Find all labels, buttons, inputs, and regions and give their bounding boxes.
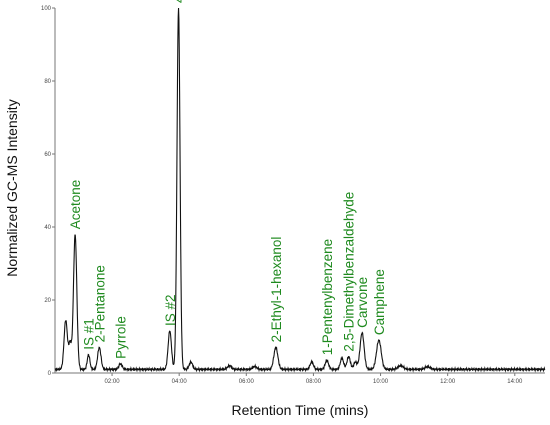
peak-label: 2-Pentanone (92, 265, 107, 342)
peak-label: 2-Ethyl-1-hexanol (269, 237, 284, 343)
x-tick-label: 06:00 (239, 379, 255, 385)
peak-label: IS #1 (82, 318, 97, 350)
peak-label: Carvone (355, 277, 370, 328)
x-tick-label: 08:00 (306, 379, 322, 385)
peak-label: Pyrrole (113, 316, 128, 359)
x-tick-label: 14:00 (507, 379, 523, 385)
y-tick-label: 0 (48, 371, 52, 377)
peak-label: 1-Pentenylbenzene (320, 239, 335, 355)
y-tick-label: 100 (41, 6, 52, 12)
peak-label: 4-Heptanone (172, 0, 187, 3)
peak-label: IS #2 (163, 294, 178, 326)
peak-label: 2,5-Dimethylbenzaldehyde (342, 192, 357, 352)
y-axis-ticks: 0 20 40 60 80 100 (41, 6, 55, 377)
y-tick-label: 80 (44, 79, 51, 85)
x-axis-ticks: 02:00 04:00 06:00 08:00 10:00 12:00 14:00 (105, 373, 523, 385)
x-tick-label: 12:00 (440, 379, 456, 385)
x-tick-label: 02:00 (105, 379, 121, 385)
y-axis-title: Normalized GC-MS Intensity (4, 99, 20, 276)
y-tick-label: 60 (44, 152, 51, 158)
y-tick-label: 20 (44, 298, 51, 304)
x-tick-label: 04:00 (172, 379, 188, 385)
x-axis-title: Retention Time (mins) (232, 402, 369, 418)
peak-labels: Acetone IS #12-Pentanone Pyrrole IS #2 4-Hep… (68, 0, 387, 359)
peak-label: Acetone (68, 180, 83, 230)
x-tick-label: 10:00 (373, 379, 389, 385)
peak-label: Camphene (372, 269, 387, 335)
chromatogram-trace (54, 8, 546, 373)
y-tick-label: 40 (44, 225, 51, 231)
